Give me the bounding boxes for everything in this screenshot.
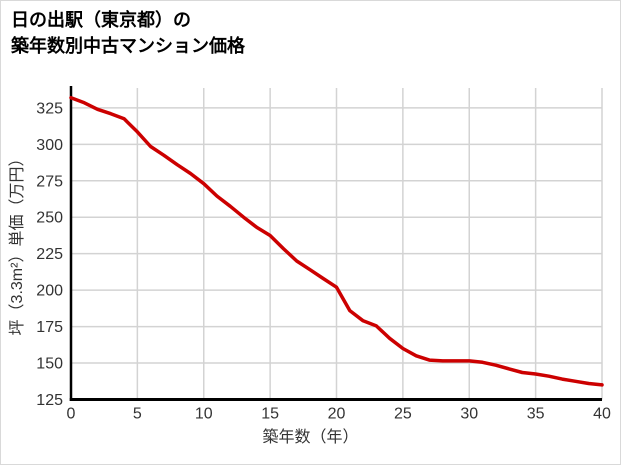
x-tick-label: 30 xyxy=(460,406,478,423)
x-tick-label: 20 xyxy=(328,406,346,423)
y-tick-label: 200 xyxy=(36,283,63,300)
price-line xyxy=(69,95,604,387)
y-tick-label: 275 xyxy=(36,173,63,190)
chart-title-line1: 日の出駅（東京都）の xyxy=(11,10,191,30)
x-tick-label: 5 xyxy=(133,406,142,423)
x-tick-label: 15 xyxy=(261,406,279,423)
y-tick-label: 250 xyxy=(36,210,63,227)
y-tick-label: 175 xyxy=(36,319,63,336)
chart-title: 日の出駅（東京都）の 築年数別中古マンション価格 xyxy=(11,7,245,59)
y-tick-label: 150 xyxy=(36,356,63,373)
y-tick-label: 325 xyxy=(36,100,63,117)
x-tick-label: 25 xyxy=(394,406,412,423)
x-tick-label: 10 xyxy=(195,406,213,423)
x-tick-label: 0 xyxy=(67,406,76,423)
chart-title-line2: 築年数別中古マンション価格 xyxy=(11,36,245,56)
x-tick-label: 35 xyxy=(527,406,545,423)
x-tick-label: 40 xyxy=(593,406,611,423)
y-tick-label: 300 xyxy=(36,137,63,154)
y-tick-label: 125 xyxy=(36,392,63,409)
y-tick-label: 225 xyxy=(36,246,63,263)
x-axis-label: 築年数（年） xyxy=(262,429,359,446)
